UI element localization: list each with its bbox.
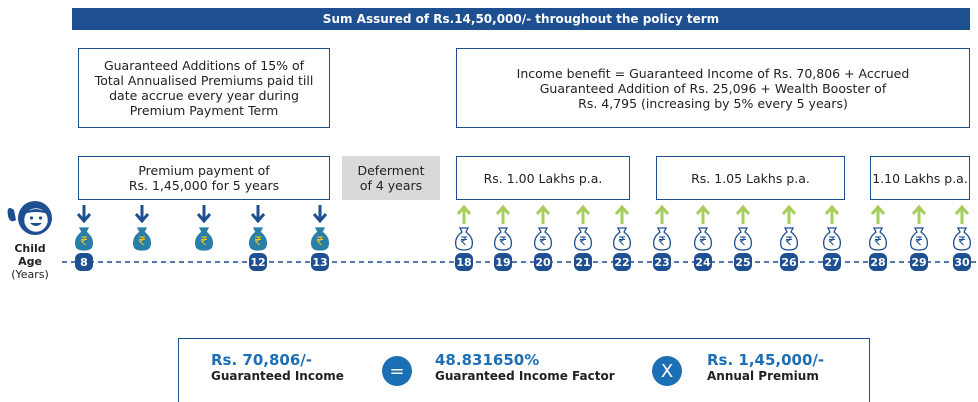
- text-line: Premium Payment Term: [130, 103, 279, 118]
- text-line: Rs. 4,795 (increasing by 5% every 5 year…: [578, 96, 848, 111]
- arrow-down: [198, 205, 210, 221]
- arrow-up: [458, 207, 470, 224]
- money-bag: [134, 228, 151, 250]
- arrow-up: [537, 207, 549, 224]
- arrow-down: [252, 205, 264, 221]
- note-box: Income benefit = Guaranteed Income of Rs…: [456, 48, 970, 128]
- text-line: Rs. 1,45,000 for 5 years: [129, 178, 279, 193]
- arrow-up: [616, 207, 628, 224]
- arrow-up: [737, 207, 749, 224]
- formula-label: Annual Premium: [707, 369, 824, 383]
- age-value: 28: [870, 256, 885, 269]
- text-line: of 4 years: [360, 178, 422, 193]
- arrow-up: [497, 207, 509, 224]
- arrow-up: [913, 207, 925, 224]
- arrow-up: [956, 207, 968, 224]
- formula-term: 48.831650% Guaranteed Income Factor: [435, 351, 615, 383]
- age-value: 26: [781, 256, 797, 269]
- age-value: 25: [735, 256, 750, 269]
- money-bag: [250, 228, 267, 250]
- money-bag: [824, 228, 841, 250]
- age-value: 18: [456, 256, 471, 269]
- money-bag: [735, 228, 752, 250]
- income-box: Rs. 1.00 Lakhs p.a.: [456, 156, 630, 200]
- age-value: 30: [954, 256, 970, 269]
- arrow-up: [697, 207, 709, 224]
- age-value: 12: [250, 256, 265, 269]
- text-line: Guaranteed Addition of Rs. 25,096 + Weal…: [540, 81, 886, 96]
- child-icon: [8, 201, 52, 235]
- arrow-down: [78, 205, 90, 221]
- formula-value: Rs. 70,806/-: [211, 351, 344, 369]
- text-line: Premium payment of: [138, 163, 269, 178]
- money-bag: [312, 228, 329, 250]
- money-bag: [575, 228, 592, 250]
- arrow-up: [656, 207, 668, 224]
- age-value: 29: [911, 256, 926, 269]
- arrow-down: [314, 205, 326, 221]
- money-bag: [76, 228, 93, 250]
- text-line: Guaranteed Additions of 15% of: [104, 58, 304, 73]
- age-value: 21: [575, 256, 590, 269]
- age-value: 24: [695, 256, 711, 269]
- formula-label: Guaranteed Income Factor: [435, 369, 615, 383]
- money-bag: [781, 228, 798, 250]
- money-bag: [456, 228, 473, 250]
- money-bag: [654, 228, 671, 250]
- age-value: 23: [654, 256, 669, 269]
- formula-term: Rs. 1,45,000/- Annual Premium: [707, 351, 824, 383]
- income-box: Rs. 1.05 Lakhs p.a.: [656, 156, 845, 200]
- money-bag: [870, 228, 887, 250]
- page: 8 12 13 18 19 20 21 22 23 24 25 26 27 28 29 30 Sum Assu…: [0, 0, 978, 402]
- formula-value: 48.831650%: [435, 351, 615, 369]
- arrow-up: [826, 207, 838, 224]
- operator: =: [382, 356, 412, 386]
- text-line: (Years): [2, 268, 58, 281]
- age-value: 27: [824, 256, 839, 269]
- formula-label: Guaranteed Income: [211, 369, 344, 383]
- money-bag: [614, 228, 631, 250]
- text-line: Income benefit = Guaranteed Income of Rs…: [517, 66, 910, 81]
- formula-value: Rs. 1,45,000/-: [707, 351, 824, 369]
- money-bag: [495, 228, 512, 250]
- money-bag: [196, 228, 213, 250]
- arrow-up: [577, 207, 589, 224]
- age-value: 22: [614, 256, 629, 269]
- text-line: Total Annualised Premiums paid till: [95, 73, 314, 88]
- money-bag: [911, 228, 928, 250]
- arrow-up: [872, 207, 884, 224]
- age-value: 20: [535, 256, 551, 269]
- income-box: 1.10 Lakhs p.a.: [870, 156, 970, 200]
- arrow-up: [783, 207, 795, 224]
- money-bag: [954, 228, 971, 250]
- age-value: 19: [495, 256, 510, 269]
- arrow-down: [136, 205, 148, 221]
- operator: X: [652, 356, 682, 386]
- formula-term: Rs. 70,806/- Guaranteed Income: [211, 351, 344, 383]
- text-line: Child: [2, 242, 58, 255]
- formula-box: Rs. 70,806/- Guaranteed Income = 48.8316…: [178, 338, 870, 402]
- money-bag: [695, 228, 712, 250]
- age-value: 8: [80, 256, 88, 269]
- text-line: Deferment: [357, 163, 424, 178]
- banner: Sum Assured of Rs.14,50,000/- throughout…: [72, 8, 970, 30]
- money-bag: [535, 228, 552, 250]
- text-line: Age: [2, 255, 58, 268]
- age-value: 13: [312, 256, 327, 269]
- text-line: date accrue every year during: [109, 88, 299, 103]
